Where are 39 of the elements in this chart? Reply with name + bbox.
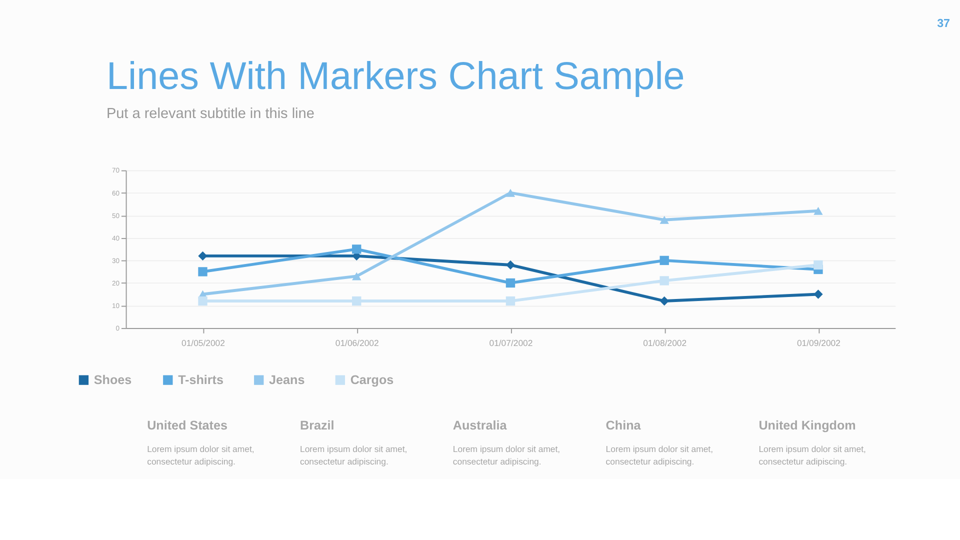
point (660, 296, 669, 306)
text: Australia (452, 418, 508, 433)
text: Brazil (300, 418, 334, 433)
point (506, 188, 516, 197)
x-tick-label: 01/09/2002 (796, 338, 841, 348)
x-tick-label: 01/07/2002 (489, 338, 533, 348)
legend-label: T-shirts (178, 372, 224, 387)
point (352, 296, 362, 306)
point (814, 290, 823, 299)
x-tick-label: 01/08/2002 (643, 338, 687, 348)
text: United States (147, 418, 228, 433)
point (660, 276, 669, 286)
x-tick-label: 01/06/2002 (335, 338, 380, 348)
text: United Kingdom (758, 418, 856, 433)
text: China (606, 418, 642, 433)
point (814, 260, 823, 270)
chart-subtitle: Put a relevant subtitle in this line (106, 106, 314, 122)
text: 37 (937, 17, 950, 30)
x-tick-label: 01/05/2002 (181, 338, 226, 348)
text: Lorem ipsum dolor sit amet, consectetur adipiscing. (758, 444, 866, 466)
text: Lorem ipsum dolor sit amet, consectetur adipiscing. (300, 444, 408, 466)
legend-label: Jeans (269, 372, 305, 387)
point (814, 206, 823, 215)
text: Lorem ipsum dolor sit amet, consectetur adipiscing. (147, 444, 254, 466)
point (506, 296, 516, 306)
point (198, 251, 208, 261)
legend-label: Shoes (94, 372, 132, 387)
point (660, 256, 669, 266)
chart-title: Lines With Markers Chart Sample (106, 55, 685, 98)
point (506, 260, 516, 270)
legend-label: Cargos (350, 372, 394, 387)
text: Lorem ipsum dolor sit amet, consectetur adipiscing. (452, 444, 560, 466)
text: Lorem ipsum dolor sit amet, consectetur adipiscing. (606, 444, 713, 466)
point (352, 244, 362, 254)
point (506, 278, 516, 288)
point (198, 267, 208, 276)
point (352, 272, 362, 280)
point (198, 296, 208, 306)
point (660, 216, 669, 224)
